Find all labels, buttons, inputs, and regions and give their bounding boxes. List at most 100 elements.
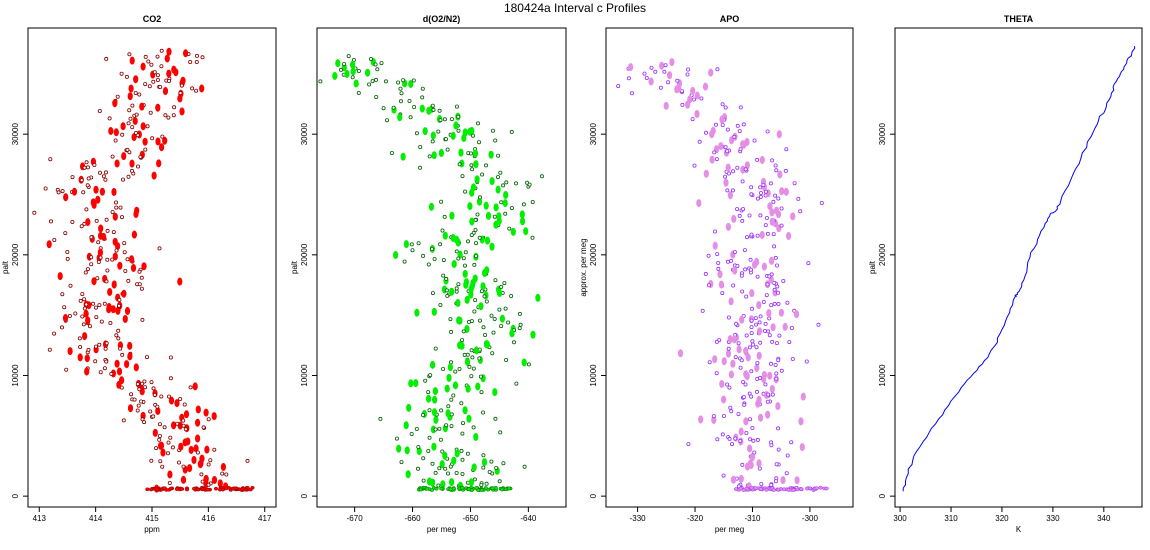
data-point — [715, 67, 720, 72]
data-point — [453, 369, 458, 374]
data-point — [350, 75, 355, 80]
x-tick-label: -640 — [520, 514, 537, 523]
data-point — [83, 270, 88, 275]
data-point — [89, 255, 94, 260]
data-point — [136, 403, 141, 408]
data-point — [159, 143, 165, 152]
data-point — [81, 190, 86, 195]
data-point — [680, 102, 685, 107]
data-point — [420, 95, 425, 100]
data-point — [414, 308, 420, 317]
data-point — [764, 293, 769, 298]
data-point — [798, 209, 803, 214]
data-point — [740, 140, 746, 149]
data-point — [401, 78, 406, 83]
data-point — [530, 199, 535, 204]
data-point — [519, 210, 525, 219]
data-point — [459, 341, 465, 350]
data-point — [175, 421, 180, 426]
data-point — [174, 399, 180, 408]
data-point — [730, 475, 737, 484]
data-point — [731, 335, 738, 344]
surface-point — [814, 486, 819, 491]
data-point — [408, 115, 413, 120]
y-tick-label: 20000 — [589, 243, 598, 266]
data-point — [465, 451, 470, 456]
data-point — [793, 310, 800, 319]
data-point — [755, 274, 760, 279]
data-point — [473, 217, 478, 222]
data-point — [93, 359, 98, 364]
data-point — [373, 77, 378, 82]
data-point — [159, 64, 164, 69]
data-point — [462, 406, 468, 415]
x-axis-label: per meg — [427, 525, 456, 534]
data-point — [101, 232, 107, 241]
data-point — [381, 106, 386, 111]
data-point — [447, 363, 453, 372]
data-point — [195, 405, 201, 414]
data-point — [128, 84, 134, 93]
surface-point — [479, 488, 484, 492]
data-point — [460, 457, 465, 462]
data-point — [455, 238, 461, 247]
data-point — [753, 316, 758, 321]
data-point — [104, 279, 109, 284]
data-point — [429, 478, 436, 487]
data-point — [188, 385, 193, 390]
data-point — [483, 163, 488, 168]
data-point — [179, 83, 184, 88]
data-point — [93, 185, 99, 194]
data-point — [86, 347, 91, 352]
data-point — [473, 227, 478, 232]
data-point — [137, 387, 142, 392]
data-point — [165, 451, 170, 456]
y-tick-label: 30000 — [878, 123, 887, 146]
data-point — [79, 178, 84, 183]
surface-point — [196, 487, 201, 492]
data-point — [777, 333, 782, 338]
data-point — [517, 311, 522, 316]
data-point — [749, 192, 754, 197]
data-point — [438, 302, 443, 307]
data-point — [122, 314, 128, 323]
data-point — [723, 105, 728, 110]
data-point — [133, 130, 138, 135]
data-point — [761, 262, 768, 271]
data-point — [356, 69, 361, 74]
data-point — [84, 207, 89, 212]
data-point — [703, 271, 708, 276]
surface-point — [200, 487, 205, 492]
data-point — [725, 149, 730, 154]
data-point — [756, 459, 762, 468]
data-point — [509, 329, 515, 338]
data-point — [389, 150, 394, 155]
plot-frame — [894, 27, 1143, 508]
data-point — [758, 185, 763, 190]
panel-theta: THETA 300 310 320 330 340 0 10000 20000 30000 Kpal… — [868, 14, 1143, 534]
data-point — [168, 376, 173, 381]
data-point — [409, 431, 414, 436]
data-point — [427, 435, 432, 440]
surface-point — [791, 488, 796, 492]
data-point — [332, 72, 338, 81]
data-point — [155, 137, 161, 146]
data-point — [338, 67, 343, 72]
data-point — [373, 62, 378, 67]
data-point — [132, 117, 138, 126]
data-point — [151, 386, 156, 391]
plot-frame — [605, 27, 854, 508]
data-point — [730, 188, 735, 193]
data-point — [457, 316, 463, 325]
data-point — [481, 453, 486, 458]
data-point — [494, 465, 499, 470]
data-point — [743, 370, 749, 379]
data-point — [449, 287, 455, 296]
data-point — [754, 345, 759, 350]
data-point — [725, 349, 732, 358]
data-point — [517, 326, 522, 331]
data-point — [475, 382, 481, 391]
data-point — [439, 199, 444, 204]
data-point — [122, 241, 127, 246]
data-point — [765, 399, 770, 404]
